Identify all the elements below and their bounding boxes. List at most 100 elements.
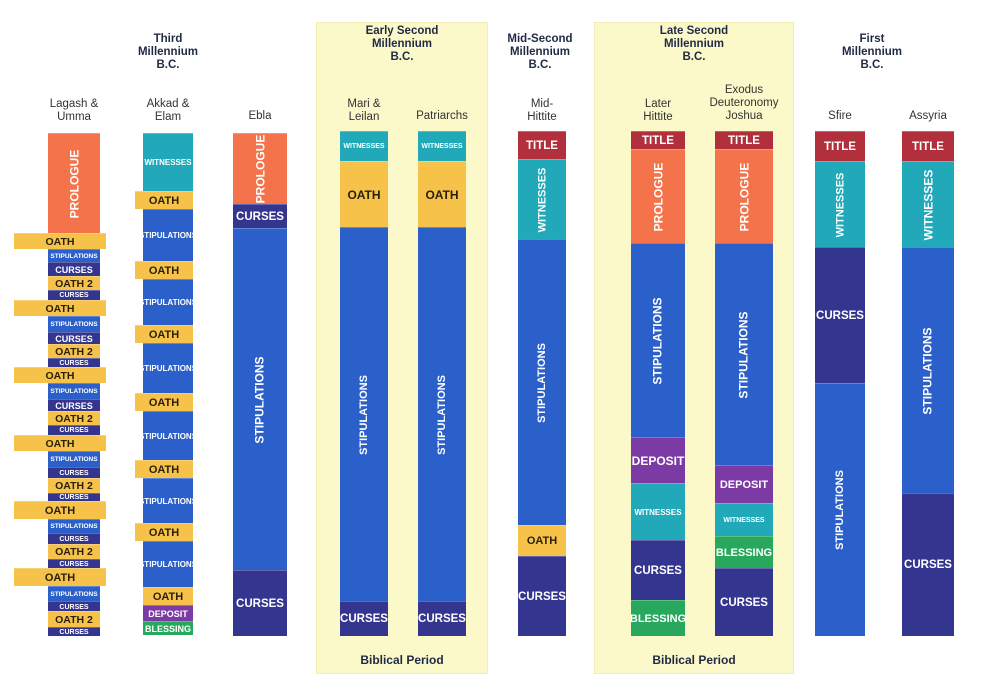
segment-deposit: DEPOSIT — [143, 605, 193, 621]
segment-curses: CURSES — [631, 540, 685, 600]
segment-oath: OATH — [418, 161, 466, 227]
segment-label: CURSES — [55, 264, 93, 275]
segment-curses: CURSES — [48, 559, 100, 568]
segment-label: CURSES — [55, 400, 93, 411]
segment-prologue: PROLOGUE — [631, 149, 685, 243]
segment-oath: OATH — [135, 325, 193, 343]
segment-oath: OATH — [143, 587, 193, 605]
segment-label: OATH 2 — [55, 480, 93, 492]
segment-label: CURSES — [59, 427, 89, 434]
segment-label: STIPULATIONS — [143, 298, 193, 307]
segment-label: WITNESSES — [634, 507, 682, 517]
biblical-period-label: Biblical Period — [360, 653, 444, 667]
segment-label: OATH — [148, 194, 180, 207]
segment-witnesses: WITNESSES — [143, 133, 193, 191]
segment-oath: OATH 2 — [48, 544, 100, 559]
segment-witnesses: WITNESSES — [518, 159, 566, 239]
period-heading: Late Second Millennium B.C. — [659, 25, 729, 63]
segment-oath: OATH 2 — [48, 411, 100, 425]
segment-oath: OATH — [135, 191, 193, 209]
segment-title: TITLE — [902, 131, 954, 161]
segment-label: CURSES — [59, 603, 89, 611]
segment-label: STIPULATIONS — [536, 342, 549, 423]
segment-label: STIPULATIONS — [358, 374, 371, 455]
segment-label: OATH 2 — [55, 546, 93, 558]
segment-prologue: PROLOGUE — [48, 133, 100, 233]
segment-oath: OATH — [14, 367, 106, 383]
segment-label: STIPULATIONS — [50, 388, 98, 395]
segment-label: BLESSING — [144, 623, 191, 634]
segment-stipulations: STIPULATIONS — [518, 239, 566, 525]
segment-label: STIPULATIONS — [921, 326, 935, 415]
segment-label: DEPOSIT — [719, 478, 769, 491]
segment-label: CURSES — [59, 560, 89, 568]
segment-label: WITNESSES — [144, 158, 192, 167]
segment-deposit: DEPOSIT — [631, 437, 685, 483]
segment-label: OATH — [347, 187, 381, 202]
segment-curses: CURSES — [48, 627, 100, 636]
segment-label: STIPULATIONS — [651, 296, 665, 385]
segment-oath: OATH 2 — [48, 344, 100, 358]
segment-label: STIPULATIONS — [50, 252, 98, 260]
segment-label: CURSES — [816, 309, 864, 322]
segment-label: TITLE — [728, 134, 760, 147]
segment-label: OATH 2 — [55, 345, 93, 358]
segment-label: CURSES — [59, 535, 89, 543]
segment-label: OATH — [148, 396, 180, 409]
segment-stipulations: STIPULATIONS — [143, 343, 193, 393]
segment-label: TITLE — [526, 139, 558, 152]
segment-label: CURSES — [59, 292, 89, 299]
segment-label: DEPOSIT — [148, 608, 188, 619]
segment-label: STIPULATIONS — [50, 456, 98, 463]
segment-label: OATH 2 — [55, 412, 93, 425]
segment-blessing: BLESSING — [631, 600, 685, 636]
segment-label: WITNESSES — [921, 169, 935, 240]
segment-label: STIPULATIONS — [50, 321, 98, 328]
segment-label: CURSES — [418, 613, 466, 625]
segment-title: TITLE — [715, 131, 773, 149]
segment-label: STIPULATIONS — [143, 231, 193, 240]
segment-oath: OATH 2 — [48, 611, 100, 627]
segment-stipulations: STIPULATIONS — [48, 586, 100, 601]
segment-curses: CURSES — [233, 204, 287, 228]
segment-label: STIPULATIONS — [143, 560, 193, 569]
segment-witnesses: WITNESSES — [815, 161, 865, 247]
segment-label: BLESSING — [715, 546, 773, 559]
segment-prologue: PROLOGUE — [233, 133, 287, 204]
segment-stipulations: STIPULATIONS — [48, 316, 100, 332]
segment-curses: CURSES — [48, 425, 100, 435]
segment-curses: CURSES — [418, 601, 466, 636]
segment-oath: OATH — [518, 525, 566, 556]
column-heading: Patriarchs — [416, 110, 468, 122]
segment-label: WITNESSES — [343, 143, 385, 150]
segment-label: TITLE — [642, 134, 674, 147]
segment-label: PROLOGUE — [67, 149, 82, 218]
segment-label: CURSES — [59, 494, 89, 501]
segment-stipulations: STIPULATIONS — [48, 249, 100, 262]
segment-oath: OATH 2 — [48, 276, 100, 290]
segment-label: BLESSING — [631, 612, 685, 625]
segment-label: CURSES — [55, 333, 93, 344]
segment-label: WITNESSES — [536, 167, 549, 232]
segment-blessing: BLESSING — [715, 536, 773, 568]
segment-stipulations: STIPULATIONS — [143, 279, 193, 325]
segment-label: CURSES — [340, 613, 388, 625]
segment-oath: OATH — [135, 393, 193, 411]
segment-curses: CURSES — [48, 601, 100, 612]
column-heading: Sfire — [828, 110, 852, 122]
segment-label: OATH — [152, 590, 184, 603]
segment-label: STIPULATIONS — [253, 355, 267, 444]
segment-label: CURSES — [236, 210, 284, 223]
segment-label: WITNESSES — [834, 172, 847, 237]
segment-curses: CURSES — [48, 358, 100, 367]
segment-label: OATH — [45, 369, 75, 382]
segment-stipulations: STIPULATIONS — [815, 383, 865, 636]
segment-label: DEPOSIT — [631, 453, 685, 468]
segment-witnesses: WITNESSES — [715, 503, 773, 536]
segment-witnesses: WITNESSES — [340, 131, 388, 161]
segment-witnesses: WITNESSES — [418, 131, 466, 161]
period-heading: First Millennium B.C. — [841, 33, 903, 71]
segment-curses: CURSES — [518, 556, 566, 636]
segment-title: TITLE — [631, 131, 685, 149]
column-heading: Later Hittite — [643, 98, 673, 123]
